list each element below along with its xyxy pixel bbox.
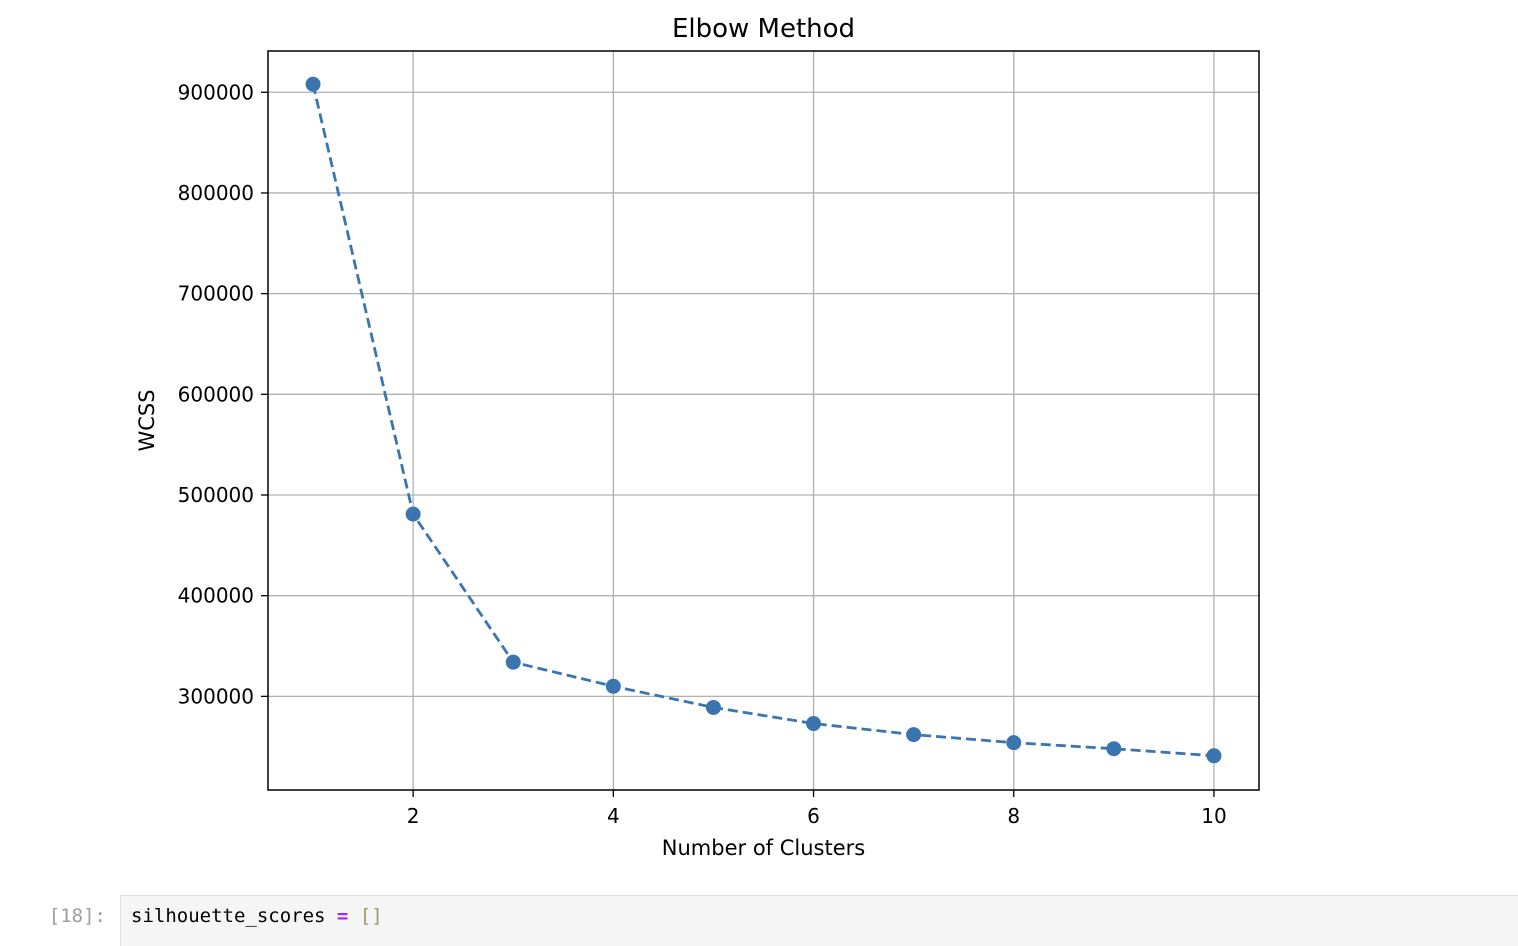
data-point <box>1206 748 1222 764</box>
plot-frame <box>267 50 1260 791</box>
y-tick-label: 500000 <box>178 483 254 507</box>
code-cell[interactable]: [18]: silhouette_scores = [] <box>0 895 1518 946</box>
data-point <box>1006 735 1022 751</box>
data-point <box>906 727 922 743</box>
y-tick-label: 700000 <box>178 282 254 306</box>
data-point <box>705 699 721 715</box>
code-value: [] <box>359 905 383 927</box>
data-point <box>505 654 521 670</box>
code-editor[interactable]: silhouette_scores = [] <box>120 895 1518 946</box>
data-point <box>1106 741 1122 757</box>
elbow-chart: 2 4 6 8 10 300000 400000 500000 600000 700000 8000… <box>135 14 1260 860</box>
y-axis-label: WCSS <box>135 389 159 451</box>
y-tick-label: 400000 <box>178 584 254 608</box>
cell-prompt: [18]: <box>48 905 106 927</box>
data-point <box>605 678 621 694</box>
x-tick-label: 8 <box>1007 804 1020 828</box>
code-operator: = <box>336 905 349 927</box>
y-tick-label: 900000 <box>178 80 254 104</box>
data-point <box>806 716 822 732</box>
data-point <box>305 76 321 92</box>
chart-title: Elbow Method <box>672 14 855 44</box>
chart-area: 2 4 6 8 10 300000 400000 500000 600000 700000 8000… <box>135 14 1260 860</box>
x-tick-label: 4 <box>607 804 620 828</box>
code-variable: silhouette_scores <box>131 905 326 927</box>
x-tick-label: 6 <box>807 804 820 828</box>
y-tick-label: 300000 <box>178 684 254 708</box>
data-point <box>405 506 421 522</box>
series-line <box>311 83 1215 758</box>
x-axis-label: Number of Clusters <box>662 836 865 860</box>
y-tick-label: 800000 <box>178 181 254 205</box>
x-tick-label: 10 <box>1201 804 1226 828</box>
y-tick-label: 600000 <box>178 382 254 406</box>
x-tick-label: 2 <box>407 804 420 828</box>
